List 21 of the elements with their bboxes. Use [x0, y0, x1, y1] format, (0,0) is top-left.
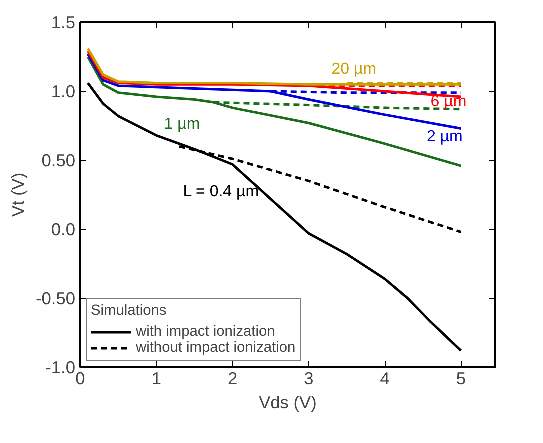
annotation: 20 µm [332, 60, 377, 78]
x-tick-label: 4 [380, 368, 390, 388]
y-tick-label: 0.50 [42, 150, 76, 170]
annotation: 1 µm [164, 116, 200, 134]
legend-title: Simulations [91, 303, 168, 319]
legend-label: with impact ionization [136, 324, 276, 340]
x-tick-label: 2 [228, 368, 238, 388]
x-tick-label: 5 [456, 368, 466, 388]
y-tick-label: 1.0 [51, 82, 76, 102]
annotation: L = 0.4 µm [183, 184, 260, 201]
y-tick-label: 0.0 [51, 220, 76, 240]
y-axis-title: Vt (V) [8, 172, 28, 218]
annotation: 2 µm [426, 128, 463, 146]
y-tick-label: -1.0 [46, 358, 76, 378]
y-tick-label: -0.50 [36, 288, 76, 308]
legend-label: without impact ionization [136, 340, 296, 356]
y-tick-label: 1.5 [51, 12, 76, 32]
x-axis-title: Vds (V) [259, 392, 317, 412]
x-tick-label: 0 [76, 368, 86, 388]
x-tick-label: 1 [152, 368, 162, 388]
x-tick-label: 3 [304, 368, 314, 388]
